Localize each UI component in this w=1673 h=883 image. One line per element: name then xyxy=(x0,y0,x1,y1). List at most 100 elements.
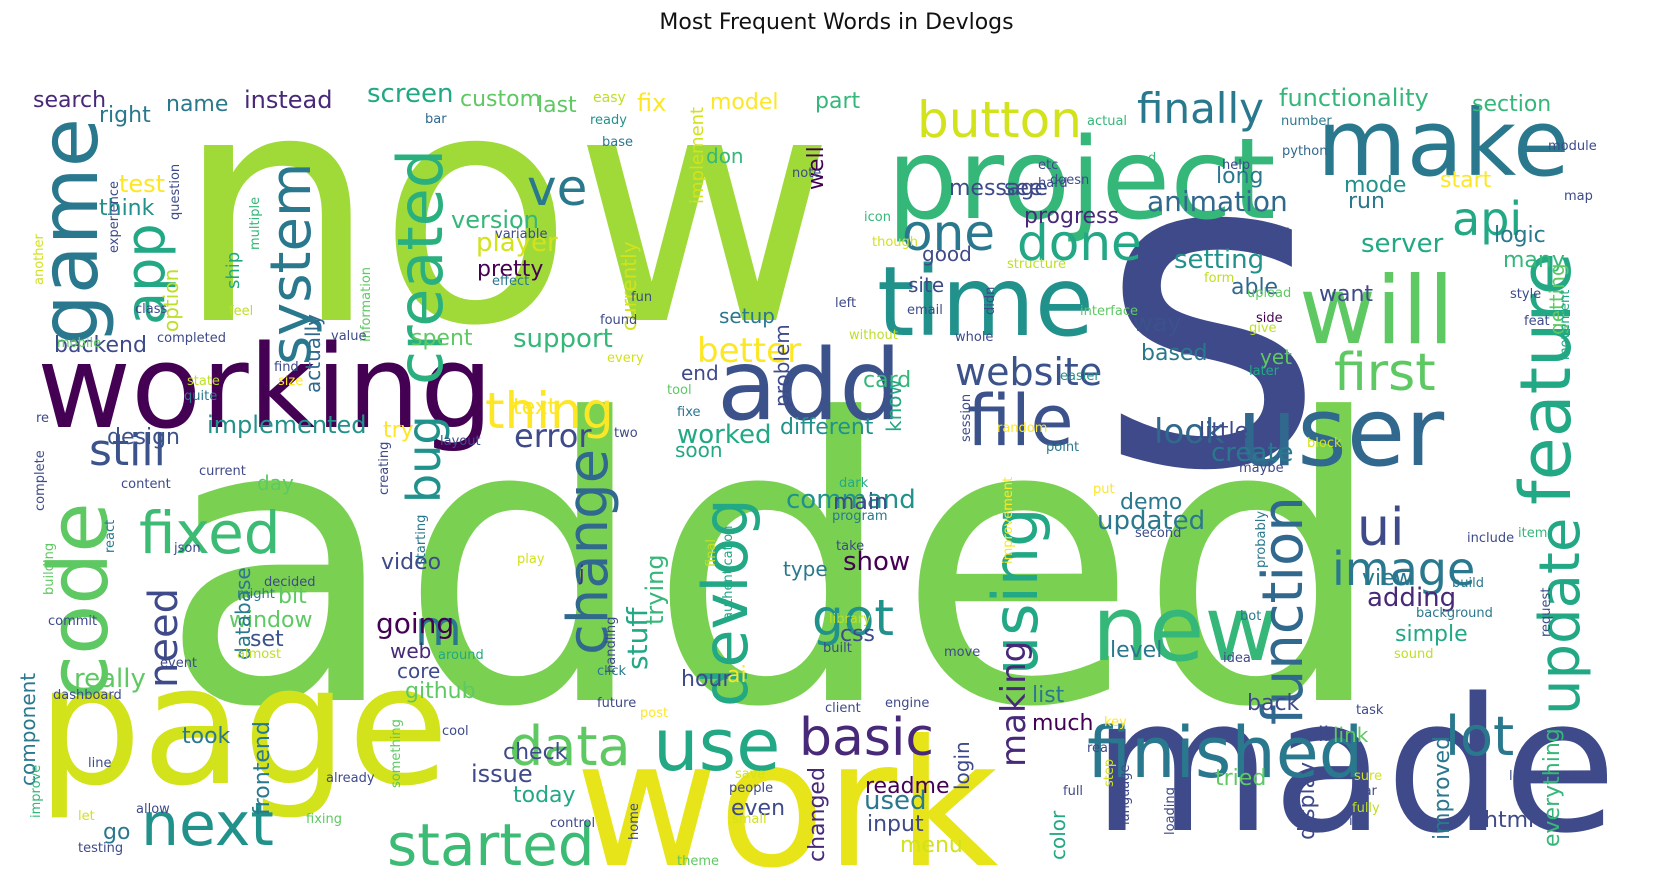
word-html: html xyxy=(1484,808,1534,833)
word-look: look xyxy=(1154,412,1225,452)
word-day: day xyxy=(257,471,294,495)
word-point: point xyxy=(1046,440,1079,455)
word-know: know xyxy=(882,379,906,432)
word-base: base xyxy=(602,135,633,150)
word-css: css xyxy=(840,622,875,647)
word-client: client xyxy=(825,701,861,716)
word-put: put xyxy=(1093,482,1115,497)
word-back: back xyxy=(1247,691,1300,716)
word-number: number xyxy=(1281,114,1332,129)
word-core: core xyxy=(397,659,440,683)
word-doesn: doesn xyxy=(1050,173,1089,188)
word-content: content xyxy=(121,477,171,492)
word-fun: fun xyxy=(631,290,652,305)
word-around: around xyxy=(438,648,484,663)
word-j: j xyxy=(578,561,585,585)
word-maybe: maybe xyxy=(1239,461,1284,476)
word-need: need xyxy=(141,588,187,688)
word-click: click xyxy=(597,664,627,679)
word-input: input xyxy=(867,812,924,837)
word-actually: actually xyxy=(301,314,325,393)
word-log: log xyxy=(1509,769,1529,784)
word-help: help xyxy=(1222,158,1250,173)
word-test: test xyxy=(119,170,165,198)
word-something: something xyxy=(389,719,404,788)
word-search: search xyxy=(33,88,106,113)
word-far: far xyxy=(1359,784,1378,799)
word-probably: probably xyxy=(1254,511,1269,568)
word-theme: theme xyxy=(677,854,719,869)
word-control: control xyxy=(550,816,595,831)
word-want: want xyxy=(1319,282,1373,307)
word-server: server xyxy=(1361,229,1444,259)
word-real: real xyxy=(1087,741,1112,756)
word-version: version xyxy=(451,206,539,234)
word-save: save xyxy=(735,767,765,782)
word-later: later xyxy=(1249,364,1280,379)
word-login: login xyxy=(950,741,974,790)
word-menu: menu xyxy=(900,833,963,858)
word-yet: yet xyxy=(1260,345,1292,369)
word-feat: feat xyxy=(1524,314,1550,329)
word-data: data xyxy=(509,715,631,778)
word-multiple: multiple xyxy=(248,197,263,250)
word-though: though xyxy=(872,235,918,250)
word-fully: fully xyxy=(1352,801,1380,816)
word-github: github xyxy=(405,679,476,704)
word-good: good xyxy=(922,242,972,266)
word-decided: decided xyxy=(264,575,316,590)
word-engine: engine xyxy=(885,696,929,711)
word-ve: ve xyxy=(527,159,587,217)
word-little: little xyxy=(1199,419,1248,444)
word-value: value xyxy=(331,329,367,344)
word-used: used xyxy=(864,786,927,816)
word-devlog: devlog xyxy=(689,498,762,707)
word-component: component xyxy=(17,673,40,786)
word-user: user xyxy=(1237,378,1445,488)
word-go: go xyxy=(103,820,130,845)
word-fixing: fixing xyxy=(306,812,342,827)
word-complete: complete xyxy=(33,450,48,511)
word-changed: changed xyxy=(805,767,830,862)
word-page: page xyxy=(37,630,449,822)
word-updated: updated xyxy=(1097,506,1205,536)
word-another: another xyxy=(32,234,47,285)
word-feel: feel xyxy=(229,304,253,319)
word-name: name xyxy=(166,92,228,117)
word-game: game xyxy=(23,118,116,345)
word-really: really xyxy=(74,664,146,694)
word-color: color xyxy=(1046,810,1070,860)
word-block: block xyxy=(1307,436,1342,451)
word-give: give xyxy=(1249,321,1277,336)
word-able: able xyxy=(1231,275,1278,300)
word-file: file xyxy=(967,380,1074,462)
word-update: update xyxy=(1528,518,1593,715)
word-home: home xyxy=(627,803,642,840)
word-bar: bar xyxy=(425,112,447,127)
word-easier: easier xyxy=(1060,369,1100,384)
word-already: already xyxy=(326,771,375,786)
word-authentication: authentication xyxy=(721,525,736,620)
word-current: current xyxy=(199,464,246,479)
word-simple: simple xyxy=(1395,622,1468,647)
word-working: working xyxy=(37,321,493,455)
word-tried: tried xyxy=(1215,766,1266,791)
word-first: first xyxy=(1334,343,1436,403)
word-creating: creating xyxy=(377,442,392,495)
word-using: using xyxy=(979,508,1052,675)
word-stuff: stuff xyxy=(621,607,654,670)
word-will: will xyxy=(1299,257,1454,366)
word-support: support xyxy=(513,324,613,354)
word-starting: starting xyxy=(414,515,429,565)
word-based: based xyxy=(1141,341,1207,366)
word-style: style xyxy=(1510,287,1541,302)
word-last: last xyxy=(537,93,577,118)
word-player: player xyxy=(476,228,558,258)
word-background: background xyxy=(1416,606,1493,621)
word-lot: lot xyxy=(1445,705,1514,768)
word-information: information xyxy=(359,267,374,342)
word-currently: currently xyxy=(617,241,641,331)
word-building: building xyxy=(42,543,57,595)
word-code: code xyxy=(32,502,127,700)
word-section: section xyxy=(1472,92,1551,117)
